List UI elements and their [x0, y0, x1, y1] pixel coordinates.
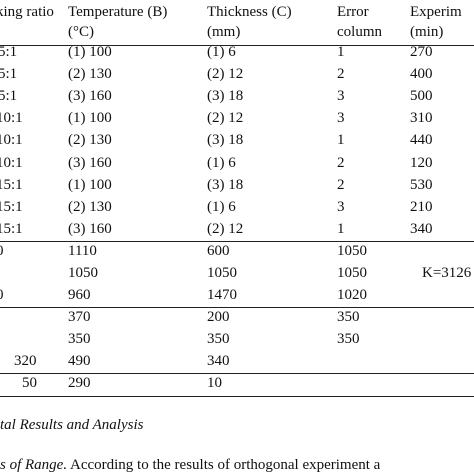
- table-cell: 350: [337, 331, 360, 347]
- table-cell: (3) 160: [68, 88, 112, 105]
- table-cell: Temperature (B): [68, 4, 168, 20]
- paragraph: s of Range. According to the results of …: [0, 456, 380, 474]
- table-cell: 3: [337, 88, 345, 105]
- table-cell: king ratio: [0, 4, 54, 20]
- table-cell: (3) 18: [207, 132, 244, 149]
- table-cell: (2) 12: [207, 66, 244, 83]
- table-cell: (2) 130: [68, 198, 112, 215]
- table-rule: [0, 373, 474, 374]
- table-cell: 50: [22, 375, 37, 391]
- table-cell: 1050: [68, 265, 98, 281]
- table-cell: 10:1: [0, 154, 23, 171]
- table-cell: (2) 12: [207, 220, 244, 237]
- table-cell: (3) 160: [68, 220, 112, 237]
- table-cell: 1: [337, 44, 345, 60]
- table-cell: (1) 6: [207, 44, 236, 60]
- table-cell: 530: [410, 176, 433, 193]
- table-cell: 960: [68, 287, 91, 303]
- section-heading: tal Results and Analysis: [0, 417, 144, 433]
- table-cell: 10:1: [0, 132, 23, 149]
- table-cell: (3) 18: [207, 88, 244, 105]
- table-cell: Thickness (C): [207, 4, 292, 20]
- table-cell: 0: [0, 242, 4, 260]
- table-cell: 1470: [207, 287, 237, 303]
- table-cell: 2: [337, 66, 345, 83]
- table-cell: 440: [410, 132, 433, 149]
- paragraph-lead: s of Range.: [0, 457, 68, 473]
- table-cell: 1050: [207, 265, 237, 281]
- table-cell: 320: [14, 353, 37, 369]
- table-cell: 10:1: [0, 110, 23, 127]
- table-cell: 120: [410, 154, 433, 171]
- table-cell: 310: [410, 110, 433, 127]
- table-cell: K=3126: [422, 265, 472, 281]
- table-cell: (2) 130: [68, 66, 112, 83]
- table-cell: 15:1: [0, 220, 23, 237]
- table-cell: 2: [337, 176, 345, 193]
- table-cell: 490: [68, 353, 91, 369]
- table-rule: [0, 396, 474, 397]
- table-rule: [0, 241, 474, 242]
- table-cell: 10: [207, 375, 222, 391]
- table-cell: (2) 12: [207, 110, 244, 127]
- table-cell: (min): [410, 24, 444, 40]
- table-cell: 1050: [337, 265, 367, 281]
- table-cell: 5:1: [0, 66, 18, 83]
- table-cell: 5:1: [0, 88, 18, 105]
- table-cell: 600: [207, 243, 230, 259]
- table-cell: (1) 6: [207, 198, 236, 215]
- table-cell: (1) 6: [207, 154, 236, 171]
- table-cell: 500: [410, 88, 433, 105]
- table-cell: Experim: [410, 4, 462, 20]
- table-cell: 350: [207, 331, 230, 347]
- table-rule: [0, 45, 474, 46]
- table-cell: (3) 18: [207, 176, 244, 193]
- table-rule: [0, 307, 474, 308]
- table-cell: 350: [68, 331, 91, 347]
- table-cell: 400: [410, 66, 433, 83]
- table-cell: 340: [410, 220, 433, 237]
- table-cell: 350: [337, 309, 360, 325]
- table-cell: 210: [410, 198, 433, 215]
- table-cell: 2: [337, 154, 345, 171]
- table-cell: (°C): [68, 24, 94, 40]
- table-cell: (3) 160: [68, 154, 112, 171]
- paragraph-text: According to the results of orthogonal e…: [67, 457, 381, 473]
- table-cell: 1: [337, 220, 345, 237]
- table-cell: 340: [207, 353, 230, 369]
- table-cell: 290: [68, 375, 91, 391]
- table-cell: (1) 100: [68, 110, 112, 127]
- table-cell: 15:1: [0, 198, 23, 215]
- table-cell: 5:1: [0, 44, 18, 60]
- table-cell: column: [337, 24, 382, 40]
- table-cell: 3: [337, 198, 345, 215]
- table-cell: 1110: [68, 243, 97, 259]
- table-cell: 0: [0, 286, 4, 304]
- table-cell: 3: [337, 110, 345, 127]
- table-cell: 15:1: [0, 176, 23, 193]
- table-cell: Error: [337, 4, 369, 20]
- table-cell: 200: [207, 309, 230, 325]
- table-cell: (mm): [207, 24, 241, 40]
- table-cell: (1) 100: [68, 176, 112, 193]
- table-cell: (1) 100: [68, 44, 112, 60]
- table-cell: 1: [337, 132, 345, 149]
- table-cell: 270: [410, 44, 433, 60]
- table-cell: 1020: [337, 287, 367, 303]
- table-cell: (2) 130: [68, 132, 112, 149]
- table-cell: 370: [68, 309, 91, 325]
- table-cell: 1050: [337, 243, 367, 259]
